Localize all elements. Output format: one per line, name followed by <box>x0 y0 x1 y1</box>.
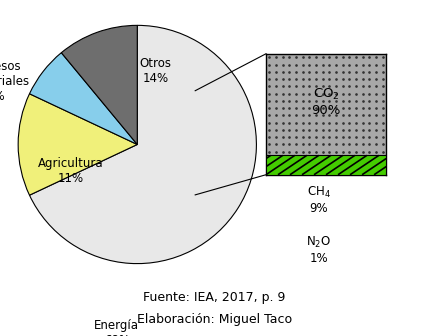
Text: Procesos
industriales
7%: Procesos industriales 7% <box>0 60 30 103</box>
Text: Elaboración: Miguel Taco: Elaboración: Miguel Taco <box>137 313 292 326</box>
Text: CO$_2$
90%: CO$_2$ 90% <box>311 87 341 117</box>
Text: N$_2$O
1%: N$_2$O 1% <box>306 235 331 265</box>
Wedge shape <box>18 94 137 195</box>
Wedge shape <box>61 25 137 144</box>
Bar <box>266 155 386 175</box>
Text: Fuente: IEA, 2017, p. 9: Fuente: IEA, 2017, p. 9 <box>143 291 286 304</box>
Wedge shape <box>30 53 137 144</box>
Text: Otros
14%: Otros 14% <box>139 57 171 85</box>
Wedge shape <box>30 25 257 264</box>
Text: Energía
68%: Energía 68% <box>94 319 139 336</box>
Text: CH$_4$
9%: CH$_4$ 9% <box>307 185 330 215</box>
Text: Agricultura
11%: Agricultura 11% <box>38 157 103 185</box>
